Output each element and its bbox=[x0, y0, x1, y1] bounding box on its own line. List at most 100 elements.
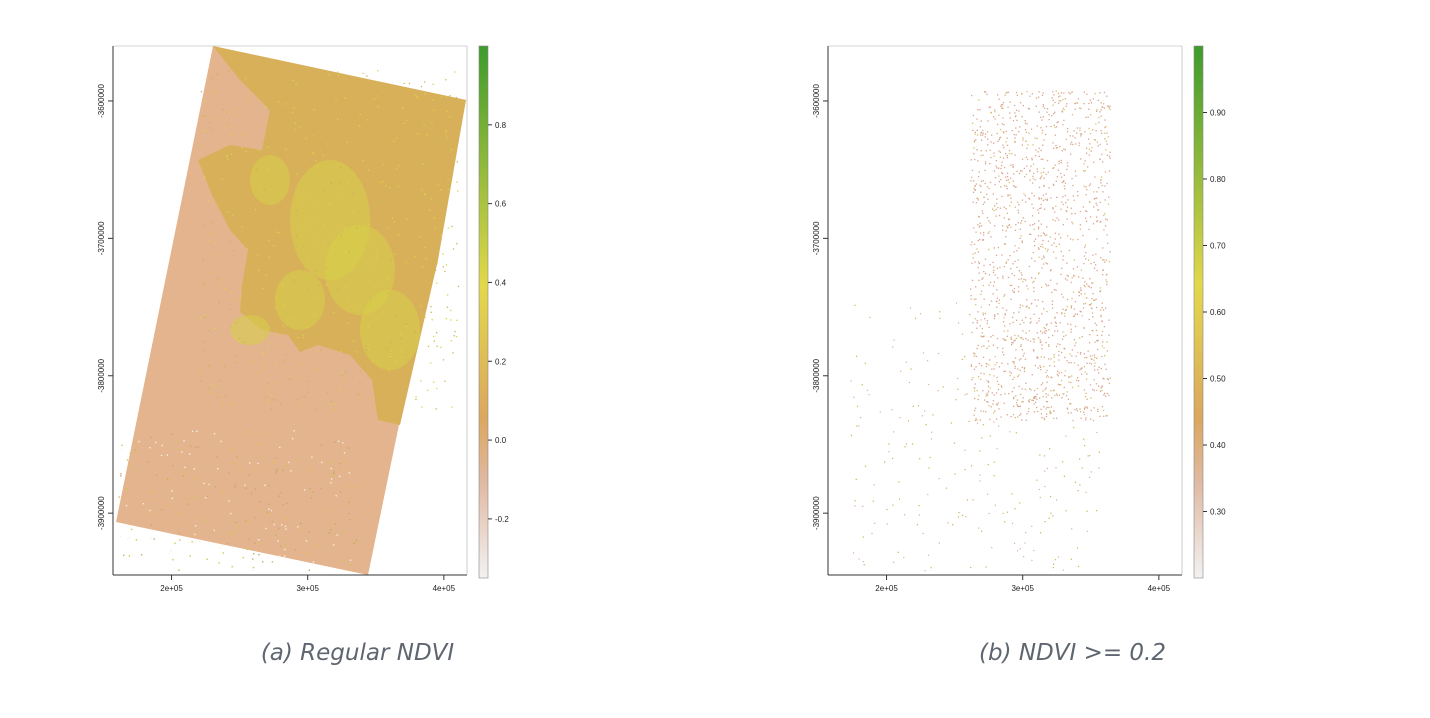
veg-pixel bbox=[1043, 257, 1045, 259]
land-pixel bbox=[430, 362, 432, 364]
land-pixel bbox=[445, 95, 447, 97]
veg-pixel bbox=[993, 247, 995, 249]
speckle-pixel bbox=[268, 508, 270, 510]
veg-pixel bbox=[1065, 510, 1067, 512]
veg-pixel bbox=[1008, 150, 1011, 152]
land-pixel bbox=[204, 100, 206, 102]
veg-pixel bbox=[1083, 91, 1085, 93]
land-pixel bbox=[352, 211, 354, 214]
land-pixel bbox=[224, 288, 226, 290]
speckle-pixel bbox=[320, 487, 322, 490]
land-pixel bbox=[274, 399, 276, 401]
veg-pixel bbox=[1051, 115, 1053, 117]
veg-pixel bbox=[1046, 467, 1048, 469]
land-pixel bbox=[295, 129, 297, 131]
veg-pixel bbox=[1067, 398, 1070, 400]
veg-pixel bbox=[1038, 186, 1041, 189]
land-pixel bbox=[241, 236, 243, 238]
veg-pixel bbox=[1044, 327, 1046, 330]
veg-pixel bbox=[898, 498, 901, 500]
land-pixel bbox=[440, 346, 442, 349]
veg-pixel bbox=[982, 390, 984, 392]
veg-pixel bbox=[1029, 398, 1031, 401]
land-pixel bbox=[318, 284, 320, 286]
speckle-pixel bbox=[297, 458, 299, 461]
land-pixel bbox=[424, 81, 426, 83]
veg-pixel bbox=[1076, 313, 1078, 315]
veg-pixel bbox=[975, 355, 977, 358]
veg-pixel bbox=[1046, 198, 1048, 200]
veg-pixel bbox=[1066, 407, 1068, 409]
veg-pixel bbox=[1085, 186, 1087, 188]
veg-pixel bbox=[1106, 273, 1108, 276]
veg-pixel bbox=[1038, 155, 1040, 158]
veg-pixel bbox=[1021, 401, 1023, 403]
veg-pixel bbox=[1002, 275, 1004, 277]
land-pixel bbox=[329, 403, 331, 406]
land-pixel bbox=[258, 269, 260, 271]
veg-pixel bbox=[1017, 209, 1019, 211]
veg-pixel bbox=[1038, 212, 1040, 214]
veg-pixel bbox=[1060, 92, 1063, 94]
speckle-pixel bbox=[134, 450, 136, 452]
veg-pixel bbox=[977, 239, 979, 242]
veg-pixel bbox=[1083, 303, 1085, 305]
veg-pixel bbox=[1054, 101, 1056, 104]
veg-pixel bbox=[1066, 210, 1068, 213]
veg-pixel bbox=[1025, 419, 1027, 421]
speckle-pixel bbox=[152, 490, 155, 493]
speckle-pixel bbox=[125, 488, 128, 490]
veg-pixel bbox=[1105, 218, 1107, 220]
veg-pixel bbox=[1021, 240, 1023, 242]
speckle-pixel bbox=[356, 486, 358, 488]
land-pixel bbox=[373, 409, 376, 412]
veg-pixel bbox=[991, 547, 993, 549]
land-pixel bbox=[382, 200, 384, 202]
veg-pixel bbox=[1028, 400, 1030, 402]
veg-pixel bbox=[1088, 102, 1090, 105]
land-pixel bbox=[213, 242, 216, 244]
land-pixel bbox=[203, 282, 205, 284]
veg-pixel bbox=[985, 393, 988, 395]
veg-pixel bbox=[984, 272, 987, 275]
veg-pixel bbox=[1010, 226, 1012, 228]
veg-pixel bbox=[1009, 194, 1011, 196]
land-pixel bbox=[421, 189, 423, 191]
veg-pixel bbox=[1016, 404, 1018, 406]
veg-pixel bbox=[990, 141, 992, 143]
veg-pixel bbox=[1026, 299, 1028, 301]
veg-pixel bbox=[1031, 157, 1033, 159]
veg-pixel bbox=[981, 332, 983, 334]
speckle-pixel bbox=[203, 482, 205, 485]
veg-pixel bbox=[1096, 197, 1098, 199]
veg-pixel bbox=[1041, 344, 1043, 346]
speckle-pixel bbox=[171, 490, 173, 492]
veg-pixel bbox=[1086, 147, 1088, 149]
veg-pixel bbox=[982, 284, 984, 287]
veg-pixel bbox=[1075, 355, 1077, 357]
veg-pixel bbox=[1040, 341, 1042, 343]
veg-pixel bbox=[1023, 167, 1025, 169]
veg-pixel bbox=[1071, 375, 1073, 377]
veg-pixel bbox=[1000, 167, 1002, 170]
veg-pixel bbox=[1018, 374, 1020, 376]
land-pixel bbox=[262, 288, 264, 290]
speckle-pixel bbox=[264, 484, 266, 486]
veg-pixel bbox=[1070, 381, 1072, 384]
land-pixel bbox=[241, 226, 244, 228]
land-pixel bbox=[455, 336, 458, 338]
land-pixel bbox=[444, 270, 446, 273]
veg-pixel bbox=[1103, 132, 1106, 134]
land-pixel bbox=[447, 227, 449, 229]
veg-pixel bbox=[1107, 105, 1109, 107]
speckle-pixel bbox=[342, 531, 345, 533]
veg-pixel bbox=[997, 277, 999, 279]
land-pixel bbox=[393, 220, 396, 223]
veg-pixel bbox=[1056, 499, 1058, 501]
veg-pixel bbox=[1030, 165, 1032, 167]
veg-pixel bbox=[886, 523, 888, 525]
land-pixel bbox=[275, 363, 277, 365]
veg-pixel bbox=[1038, 317, 1040, 320]
veg-pixel bbox=[1026, 305, 1028, 307]
veg-pixel bbox=[966, 499, 968, 501]
